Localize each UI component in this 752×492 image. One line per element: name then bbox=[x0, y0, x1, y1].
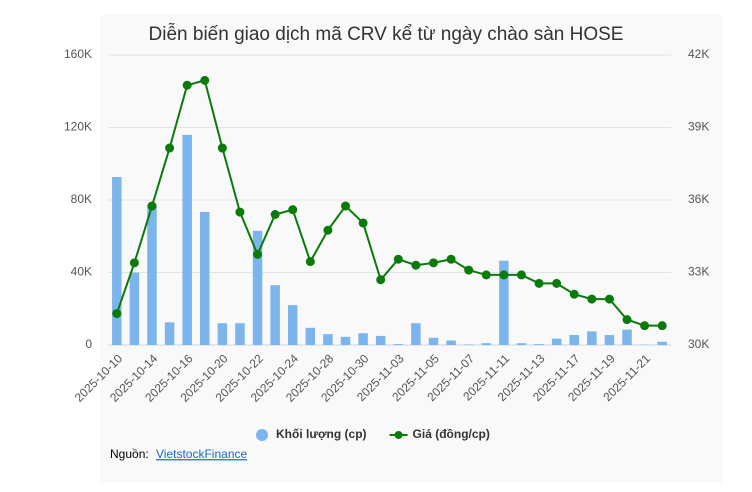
price-point bbox=[358, 218, 368, 228]
price-point bbox=[217, 143, 227, 153]
bar bbox=[235, 323, 245, 345]
y2-tick-label: 33K bbox=[688, 265, 709, 279]
price-point bbox=[604, 294, 614, 304]
price-point bbox=[305, 257, 315, 267]
bar bbox=[129, 272, 140, 345]
source-link[interactable]: VietstockFinance bbox=[156, 447, 247, 461]
price-point bbox=[657, 321, 667, 331]
bar bbox=[534, 344, 544, 345]
chart-title: Diễn biến giao dịch mã CRV kể từ ngày ch… bbox=[149, 23, 624, 45]
price-point bbox=[640, 321, 650, 331]
price-point bbox=[481, 270, 491, 280]
bar bbox=[463, 344, 474, 345]
price-point bbox=[516, 270, 526, 280]
bar bbox=[446, 340, 456, 345]
price-point bbox=[622, 315, 632, 325]
y-tick-label: 0 bbox=[85, 337, 92, 351]
y-tick-label: 80K bbox=[71, 192, 92, 206]
bar bbox=[252, 230, 263, 345]
bar bbox=[393, 344, 404, 345]
legend-label: Giá (đồng/cp) bbox=[413, 427, 490, 441]
bar bbox=[516, 343, 527, 345]
y-tick-label: 40K bbox=[71, 265, 92, 279]
bar bbox=[569, 335, 579, 345]
bar bbox=[164, 322, 175, 345]
price-point bbox=[428, 258, 438, 268]
price-point bbox=[253, 249, 263, 259]
price-point bbox=[446, 254, 456, 264]
price-point bbox=[147, 201, 157, 211]
chart-background bbox=[100, 15, 722, 483]
price-point bbox=[200, 75, 210, 85]
source-label: Nguồn: bbox=[110, 447, 149, 461]
bar bbox=[551, 338, 562, 345]
y-tick-label: 160K bbox=[64, 47, 92, 61]
bar bbox=[340, 336, 351, 345]
y-tick-label: 120K bbox=[64, 120, 92, 134]
y2-tick-label: 42K bbox=[688, 47, 709, 61]
bar bbox=[587, 331, 597, 345]
price-point bbox=[587, 294, 597, 304]
legend-label: Khối lượng (cp) bbox=[276, 427, 367, 441]
price-point bbox=[534, 278, 544, 288]
y2-tick-label: 30K bbox=[688, 337, 709, 351]
bar bbox=[499, 260, 509, 345]
price-point bbox=[393, 254, 403, 264]
bar bbox=[375, 335, 386, 345]
price-point bbox=[165, 143, 175, 153]
bar bbox=[182, 134, 192, 345]
bar bbox=[147, 205, 157, 345]
y2-tick-label: 36K bbox=[688, 192, 709, 206]
price-point bbox=[411, 260, 421, 270]
y2-tick-label: 39K bbox=[688, 120, 709, 134]
bar bbox=[287, 305, 298, 345]
bar bbox=[323, 334, 333, 345]
price-point bbox=[182, 80, 192, 90]
price-point bbox=[552, 278, 562, 288]
price-point bbox=[376, 275, 386, 285]
price-point bbox=[341, 201, 351, 211]
price-point bbox=[499, 270, 509, 280]
bar bbox=[657, 341, 667, 345]
price-point bbox=[235, 207, 245, 217]
bar bbox=[217, 323, 228, 345]
bar bbox=[622, 329, 632, 345]
price-point bbox=[112, 309, 122, 319]
price-point bbox=[288, 205, 298, 215]
bar bbox=[305, 327, 316, 345]
bar bbox=[270, 285, 280, 345]
price-point bbox=[323, 225, 333, 235]
bar bbox=[112, 176, 122, 345]
bar bbox=[358, 333, 368, 345]
bar bbox=[481, 343, 492, 345]
bar bbox=[200, 211, 210, 345]
bar bbox=[428, 337, 439, 345]
price-point bbox=[270, 210, 280, 219]
price-point bbox=[569, 289, 579, 299]
legend-symbol bbox=[394, 431, 403, 439]
bar bbox=[411, 323, 421, 345]
legend-symbol bbox=[256, 429, 268, 441]
price-point bbox=[129, 258, 139, 268]
bar bbox=[604, 335, 615, 345]
price-point bbox=[464, 265, 474, 275]
